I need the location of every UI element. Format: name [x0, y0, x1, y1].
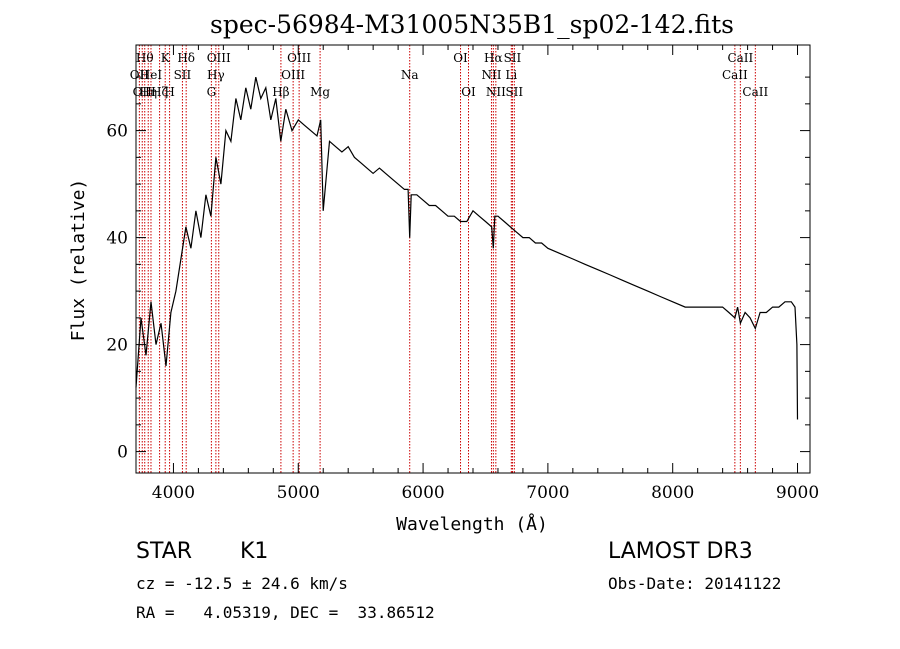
line-marker-label: H [164, 85, 174, 99]
line-marker-label: Hβ [272, 85, 289, 99]
line-marker-label: NII [481, 68, 501, 82]
y-tick-label: 20 [106, 336, 128, 356]
line-marker-label: K [161, 51, 171, 65]
line-marker-labels: OIIOIIHθHηHeIHζKHSIIHδGHγOIIIHβOIIIOIIIM… [130, 51, 769, 99]
line-marker-label: Hα [484, 51, 503, 65]
line-marker-label: G [207, 85, 217, 99]
line-marker-label: Hθ [136, 51, 154, 65]
redshift-cz: cz = -12.5 ± 24.6 km/s [136, 574, 348, 593]
plot-frame [135, 44, 811, 474]
line-marker-label: NII [486, 85, 506, 99]
line-marker-label: Hη [139, 85, 157, 99]
x-tick-label: 6000 [401, 483, 444, 503]
line-markers [138, 45, 756, 473]
line-marker-label: Na [401, 68, 419, 82]
line-marker-label: OIII [207, 51, 231, 65]
line-marker-label: Hγ [207, 68, 225, 82]
y-tick-label: 60 [106, 122, 128, 142]
line-marker-label: OIII [287, 51, 311, 65]
line-marker-label: CaII [727, 51, 753, 65]
line-marker-label: OII [130, 68, 150, 82]
chart-title: spec-56984-M31005N35B1_sp02-142.fits [210, 10, 734, 39]
axes: 4000 5000 6000 7000 8000 9000 0 20 40 60 [106, 44, 819, 503]
line-marker-label: Mg [310, 85, 330, 99]
object-class: STAR [136, 539, 193, 564]
ra-dec: RA = 4.05319, DEC = 33.86512 [136, 603, 435, 622]
x-tick-label: 4000 [152, 483, 195, 503]
observation-date: Obs-Date: 20141122 [608, 574, 782, 593]
line-marker-label: Hζ [151, 85, 168, 99]
survey-name: LAMOST DR3 [608, 539, 753, 564]
y-tick-label: 40 [106, 229, 128, 249]
line-marker-label: CaII [742, 85, 768, 99]
x-tick-label: 8000 [651, 483, 694, 503]
x-tick-label: 7000 [526, 483, 569, 503]
line-marker-label: OIII [281, 68, 305, 82]
x-tick-label: 5000 [277, 483, 320, 503]
line-marker-label: Li [505, 68, 517, 82]
x-axis-label: Wavelength (Å) [396, 513, 548, 535]
line-marker-label: SII [505, 85, 523, 99]
line-marker-label: CaII [722, 68, 748, 82]
line-marker-label: HeI [140, 68, 163, 82]
line-marker-label: SII [174, 68, 192, 82]
x-tick-label: 9000 [776, 483, 819, 503]
y-tick-label: 0 [117, 443, 128, 463]
line-marker-label: OII [133, 85, 153, 99]
line-marker-label: OI [453, 51, 468, 65]
line-marker-label: OI [461, 85, 476, 99]
line-marker-label: Hδ [177, 51, 195, 65]
line-marker-label: SII [504, 51, 522, 65]
y-axis-label: Flux (relative) [68, 179, 89, 342]
flux-series-line [135, 76, 799, 420]
object-subclass: K1 [240, 539, 269, 564]
